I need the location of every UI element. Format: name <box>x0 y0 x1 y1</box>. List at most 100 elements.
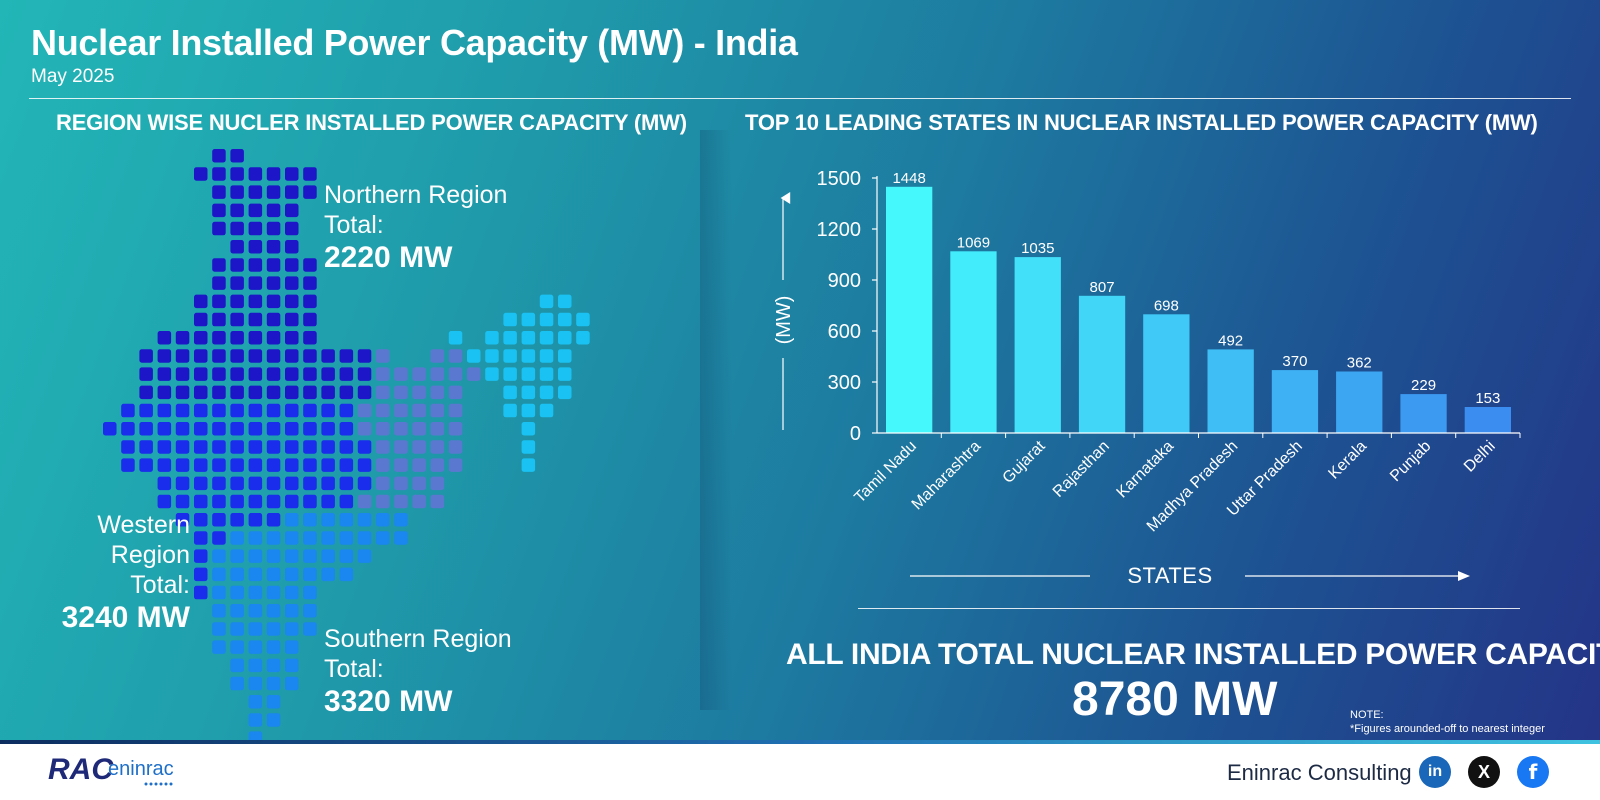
map-cell <box>339 567 354 582</box>
page-subtitle: May 2025 <box>31 66 115 87</box>
map-cell <box>394 458 408 472</box>
map-cell <box>230 367 244 381</box>
map-cell <box>157 476 172 491</box>
map-cell <box>576 331 590 345</box>
map-cell <box>430 349 445 363</box>
map-cell <box>248 640 263 654</box>
map-cell <box>485 331 499 345</box>
map-cell <box>212 513 226 527</box>
map-cell <box>230 458 244 472</box>
map-cell <box>266 276 281 290</box>
linkedin-icon[interactable]: in <box>1419 756 1451 788</box>
x-axis-label: STATES <box>1127 563 1213 588</box>
map-cell <box>339 458 354 472</box>
map-cell <box>121 403 135 418</box>
map-cell <box>303 440 317 454</box>
map-cell <box>339 440 354 454</box>
map-cell <box>339 385 354 400</box>
map-cell <box>321 403 335 418</box>
map-cell <box>157 440 172 454</box>
x-tick-label: Delhi <box>1461 438 1499 476</box>
map-cell <box>321 549 335 563</box>
map-cell <box>248 331 263 345</box>
map-cell <box>285 221 299 236</box>
map-cell <box>448 458 463 472</box>
total-heading: ALL INDIA TOTAL NUCLEAR INSTALLED POWER … <box>786 638 1600 671</box>
map-cell <box>285 531 299 545</box>
map-cell <box>194 585 208 600</box>
map-cell <box>248 458 263 472</box>
map-cell <box>248 567 263 582</box>
map-cell <box>266 203 281 218</box>
map-cell <box>303 294 317 309</box>
map-cell <box>357 494 372 509</box>
map-cell <box>357 531 372 545</box>
map-cell <box>285 167 299 181</box>
map-cell <box>503 385 517 400</box>
map-cell <box>248 622 263 636</box>
map-cell <box>266 567 281 582</box>
y-tick-label: 600 <box>828 321 861 343</box>
map-cell <box>339 494 354 509</box>
map-cell <box>303 312 317 327</box>
map-cell <box>175 331 190 345</box>
map-cell <box>248 731 263 740</box>
bar-karnataka <box>1143 314 1190 433</box>
map-cell <box>157 422 172 436</box>
panel-divider-shadow <box>700 130 732 710</box>
map-cell <box>303 531 317 545</box>
map-cell <box>194 458 208 472</box>
map-cell <box>194 567 208 582</box>
y-tick-label: 900 <box>828 270 861 292</box>
map-cell <box>230 203 244 218</box>
map-cell <box>503 349 517 363</box>
map-cell <box>157 403 172 418</box>
map-cell <box>230 385 244 400</box>
map-cell <box>230 349 244 363</box>
map-cell <box>576 312 590 327</box>
map-cell <box>212 494 226 509</box>
brand-name: Eninrac Consulting <box>1227 760 1412 785</box>
map-cell <box>357 385 372 400</box>
map-cell <box>321 494 335 509</box>
map-cell <box>194 422 208 436</box>
map-cell <box>503 331 517 345</box>
map-cell <box>212 422 226 436</box>
map-cell <box>376 403 390 418</box>
map-cell <box>412 494 426 509</box>
map-cell <box>303 494 317 509</box>
bar-value-label: 362 <box>1347 355 1372 372</box>
map-cell <box>285 440 299 454</box>
x-tick-label: Rajasthan <box>1050 438 1113 501</box>
map-cell <box>230 494 244 509</box>
map-cell <box>175 458 190 472</box>
map-cell <box>212 385 226 400</box>
map-cell <box>266 258 281 272</box>
map-cell <box>175 349 190 363</box>
map-cell <box>303 549 317 563</box>
facebook-icon[interactable]: f <box>1517 756 1549 788</box>
map-cell <box>285 385 299 400</box>
eninrac-logo[interactable]: RAC eninrac <box>48 752 188 788</box>
map-cell <box>194 167 208 181</box>
map-cell <box>194 476 208 491</box>
map-cell <box>285 312 299 327</box>
map-cell <box>539 385 554 400</box>
map-cell <box>175 422 190 436</box>
map-cell <box>212 622 226 636</box>
map-cell <box>285 658 299 673</box>
map-cell <box>285 403 299 418</box>
map-cell <box>303 622 317 636</box>
map-cell <box>248 203 263 218</box>
map-cell <box>339 367 354 381</box>
map-cell <box>558 349 572 363</box>
x-tick-label: Karnataka <box>1114 438 1178 502</box>
x-icon[interactable]: X <box>1468 756 1500 788</box>
map-cell <box>175 385 190 400</box>
map-cell <box>248 403 263 418</box>
map-cell <box>212 331 226 345</box>
map-cell <box>376 494 390 509</box>
map-cell <box>212 185 226 199</box>
map-cell <box>430 494 445 509</box>
map-cell <box>303 458 317 472</box>
